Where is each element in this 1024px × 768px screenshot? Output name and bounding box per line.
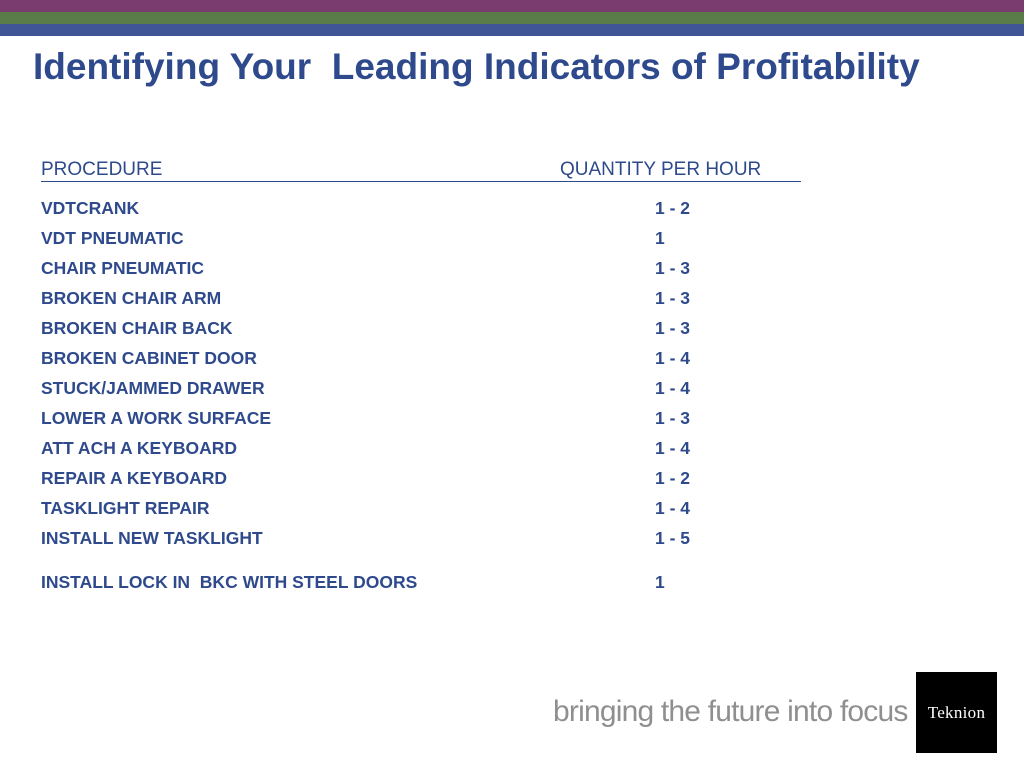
quantity-column-header: QUANTITY PER HOUR <box>560 159 762 180</box>
quantity-cell: 1 <box>655 228 665 248</box>
quantity-cell: 1 - 2 <box>655 468 691 488</box>
procedure-cell: REPAIR A KEYBOARD <box>41 468 228 488</box>
procedure-cell: ATT ACH A KEYBOARD <box>41 438 238 458</box>
procedure-cell: BROKEN CHAIR BACK <box>41 318 233 338</box>
procedure-cell: STUCK/JAMMED DRAWER <box>41 378 265 398</box>
table-row: ATT ACH A KEYBOARD 1 - 4 <box>41 436 801 466</box>
table-row: BROKEN CHAIR BACK 1 - 3 <box>41 316 801 346</box>
quantity-cell: 1 - 3 <box>655 288 691 308</box>
table-row: CHAIR PNEUMATIC 1 - 3 <box>41 256 801 286</box>
table-row: INSTALL NEW TASKLIGHT 1 - 5 <box>41 526 801 556</box>
procedure-cell: TASKLIGHT REPAIR <box>41 498 210 518</box>
table-row: TASKLIGHT REPAIR 1 - 4 <box>41 496 801 526</box>
quantity-cell: 1 - 3 <box>655 258 691 278</box>
table-row: STUCK/JAMMED DRAWER 1 - 4 <box>41 376 801 406</box>
procedure-column-header: PROCEDURE <box>41 159 163 180</box>
table-row: VDTCRANK 1 - 2 <box>41 196 801 226</box>
header-stripe-blue <box>0 24 1024 36</box>
procedure-table: PROCEDURE QUANTITY PER HOUR VDTCRANK 1 - … <box>41 158 801 592</box>
procedure-cell: VDT PNEUMATIC <box>41 228 184 248</box>
quantity-cell: 1 - 4 <box>655 498 691 518</box>
table-row: REPAIR A KEYBOARD 1 - 2 <box>41 466 801 496</box>
tagline: bringing the future into focus <box>553 695 908 728</box>
procedure-cell: CHAIR PNEUMATIC <box>41 258 205 278</box>
table-row: BROKEN CHAIR ARM 1 - 3 <box>41 286 801 316</box>
header-stripe-purple <box>0 0 1024 12</box>
quantity-cell: 1 - 4 <box>655 438 691 458</box>
table-header-row: PROCEDURE QUANTITY PER HOUR <box>41 158 801 182</box>
table-row: BROKEN CABINET DOOR 1 - 4 <box>41 346 801 376</box>
quantity-cell: 1 <box>655 572 665 592</box>
quantity-cell: 1 - 3 <box>655 408 691 428</box>
procedure-cell: LOWER A WORK SURFACE <box>41 408 272 428</box>
procedure-cell: BROKEN CABINET DOOR <box>41 348 257 368</box>
procedure-cell: BROKEN CHAIR ARM <box>41 288 222 308</box>
procedure-cell: INSTALL NEW TASKLIGHT <box>41 528 263 548</box>
quantity-cell: 1 - 4 <box>655 348 691 368</box>
table-row: VDT PNEUMATIC 1 <box>41 226 801 256</box>
quantity-cell: 1 - 4 <box>655 378 691 398</box>
table-row: LOWER A WORK SURFACE 1 - 3 <box>41 406 801 436</box>
procedure-cell: VDTCRANK <box>41 198 140 218</box>
header-stripe-green <box>0 12 1024 24</box>
quantity-cell: 1 - 3 <box>655 318 691 338</box>
table-body: VDTCRANK 1 - 2 VDT PNEUMATIC 1 CHAIR PNEUMAT… <box>41 196 801 600</box>
procedure-cell: INSTALL LOCK IN BKC WITH STEEL DOORS <box>41 572 418 592</box>
teknion-logo: Teknion <box>916 672 997 753</box>
slide-title: Identifying Your Leading Indicators of P… <box>33 46 920 87</box>
quantity-cell: 1 - 5 <box>655 528 691 548</box>
quantity-cell: 1 - 2 <box>655 198 691 218</box>
table-row: INSTALL LOCK IN BKC WITH STEEL DOORS 1 <box>41 570 801 600</box>
